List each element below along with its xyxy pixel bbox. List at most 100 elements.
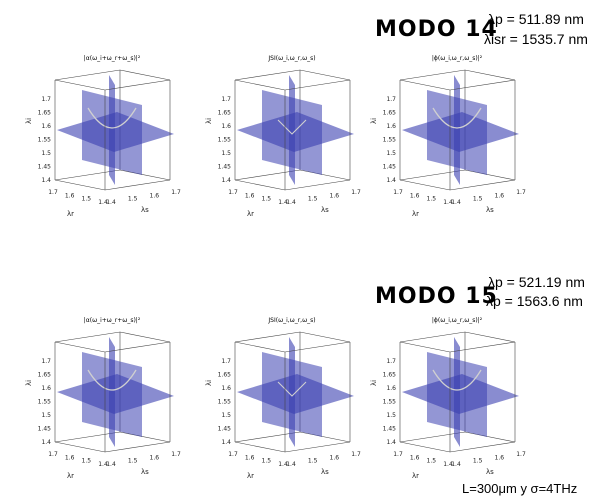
z-tick-label: 1.4 (41, 439, 51, 446)
footer-parameters: L=300μm y σ=4THz (462, 481, 578, 496)
box-bottom-back-edge (399, 169, 516, 181)
intersection-curve (432, 107, 482, 129)
y-tick-label: 1.7 (171, 451, 181, 458)
z-tick-label: 1.7 (221, 96, 231, 103)
box-bottom-back-edge (54, 169, 171, 181)
z-axis-label: λi (370, 380, 378, 386)
y-tick-label: 1.4 (451, 199, 461, 206)
z-tick-label: 1.5 (41, 150, 51, 157)
box-top-back-edge (399, 331, 516, 343)
x-axis-label: λr (412, 210, 419, 218)
z-tick-label: 1.45 (383, 426, 397, 433)
z-tick-label: 1.45 (218, 164, 232, 171)
y-tick-label: 1.6 (495, 192, 505, 199)
z-tick-label: 1.65 (38, 110, 52, 117)
z-tick-label: 1.4 (41, 177, 51, 184)
mode-15-title: MODO 15 (375, 284, 498, 309)
plane-horizontal (57, 374, 174, 414)
x-tick-label: 1.7 (228, 451, 238, 458)
plot-panel-3: |α(ω_i+ω_r+ω_s)|² 1.4 1.45 1.5 1.55 1.6 1.65 1.… (25, 317, 181, 480)
box-bottom-front-edge (54, 441, 171, 453)
x-tick-label: 1.7 (48, 189, 58, 196)
z-tick-label: 1.5 (386, 412, 396, 419)
z-tick-label: 1.55 (38, 137, 52, 144)
x-tick-label: 1.6 (245, 192, 255, 199)
mode-14-title: MODO 14 (375, 17, 498, 42)
y-tick-label: 1.5 (473, 196, 483, 203)
plot-title: JSI(ω_i,ω_r,ω_s) (267, 55, 315, 62)
y-tick-label: 1.7 (351, 451, 361, 458)
z-tick-label: 1.5 (386, 150, 396, 157)
box-bottom-back-edge (399, 431, 516, 443)
x-tick-label: 1.7 (393, 189, 403, 196)
plot-panel-1: JSI(ω_i,ω_r,ω_s) 1.4 1.45 1.5 1.55 1.6 1.65 1.7… (205, 55, 361, 218)
x-tick-label: 1.4 (443, 199, 453, 206)
y-tick-label: 1.7 (516, 189, 526, 196)
box-bottom-front-edge (234, 441, 351, 453)
z-tick-label: 1.45 (218, 426, 232, 433)
z-tick-label: 1.55 (218, 137, 232, 144)
y-tick-label: 1.5 (128, 196, 138, 203)
z-tick-label: 1.55 (38, 399, 52, 406)
x-tick-label: 1.6 (410, 192, 420, 199)
z-axis-label: λi (205, 380, 213, 386)
box-bottom-front-edge (399, 179, 516, 191)
box-bottom-front-edge (234, 179, 351, 191)
box-top-back-edge (399, 69, 516, 81)
z-tick-label: 1.7 (41, 358, 51, 365)
y-tick-label: 1.4 (451, 461, 461, 468)
intersection-curve (432, 369, 482, 391)
mode-15-signal-wavelength: λp = 1563.6 nm (486, 293, 583, 309)
x-tick-label: 1.4 (98, 461, 108, 468)
y-axis-label: λs (321, 206, 329, 214)
z-tick-label: 1.5 (221, 412, 231, 419)
box-top-back-edge (54, 69, 171, 81)
z-axis-label: λi (370, 118, 378, 124)
x-tick-label: 1.6 (245, 454, 255, 461)
plane-horizontal (237, 374, 354, 414)
box-top-back-edge (234, 331, 351, 343)
y-axis-label: λs (321, 468, 329, 476)
y-tick-label: 1.7 (516, 451, 526, 458)
intersection-curve (277, 381, 307, 397)
x-axis-label: λr (247, 210, 254, 218)
x-axis-label: λr (247, 472, 254, 480)
mode-14-signal-wavelength: λisr = 1535.7 nm (484, 31, 588, 47)
y-tick-label: 1.6 (495, 454, 505, 461)
z-tick-label: 1.6 (221, 385, 231, 392)
z-tick-label: 1.65 (383, 372, 397, 379)
plot-panel-2: |ϕ(ω_i,ω_r,ω_s)|² 1.4 1.45 1.5 1.55 1.6 1.65 1.… (370, 55, 526, 218)
intersection-curve (277, 119, 307, 135)
box-top-back-edge (54, 331, 171, 343)
x-tick-label: 1.5 (262, 458, 272, 465)
x-axis-label: λr (67, 472, 74, 480)
box-bottom-back-edge (234, 431, 351, 443)
y-axis-label: λs (486, 468, 494, 476)
x-tick-label: 1.7 (393, 451, 403, 458)
z-tick-label: 1.4 (221, 177, 231, 184)
x-tick-label: 1.5 (82, 196, 92, 203)
x-tick-label: 1.6 (65, 454, 75, 461)
x-tick-label: 1.5 (82, 458, 92, 465)
z-tick-label: 1.6 (221, 123, 231, 130)
y-tick-label: 1.5 (473, 458, 483, 465)
plot-title: |ϕ(ω_i,ω_r,ω_s)|² (432, 55, 483, 62)
z-tick-label: 1.55 (383, 137, 397, 144)
y-tick-label: 1.4 (286, 199, 296, 206)
z-axis-label: λi (205, 118, 213, 124)
z-tick-label: 1.4 (386, 439, 396, 446)
y-tick-label: 1.4 (106, 199, 116, 206)
box-bottom-front-edge (399, 441, 516, 453)
plot-panel-0: |α(ω_i+ω_r+ω_s)|² 1.4 1.45 1.5 1.55 1.6 1.65 1.… (25, 55, 181, 218)
z-tick-label: 1.6 (41, 385, 51, 392)
plane-horizontal (402, 112, 519, 152)
y-axis-label: λs (486, 206, 494, 214)
box-bottom-back-edge (54, 431, 171, 443)
x-axis-label: λr (412, 472, 419, 480)
x-tick-label: 1.5 (262, 196, 272, 203)
y-tick-label: 1.6 (150, 454, 160, 461)
box-bottom-back-edge (234, 169, 351, 181)
z-tick-label: 1.6 (386, 123, 396, 130)
y-tick-label: 1.6 (330, 192, 340, 199)
x-tick-label: 1.4 (278, 461, 288, 468)
